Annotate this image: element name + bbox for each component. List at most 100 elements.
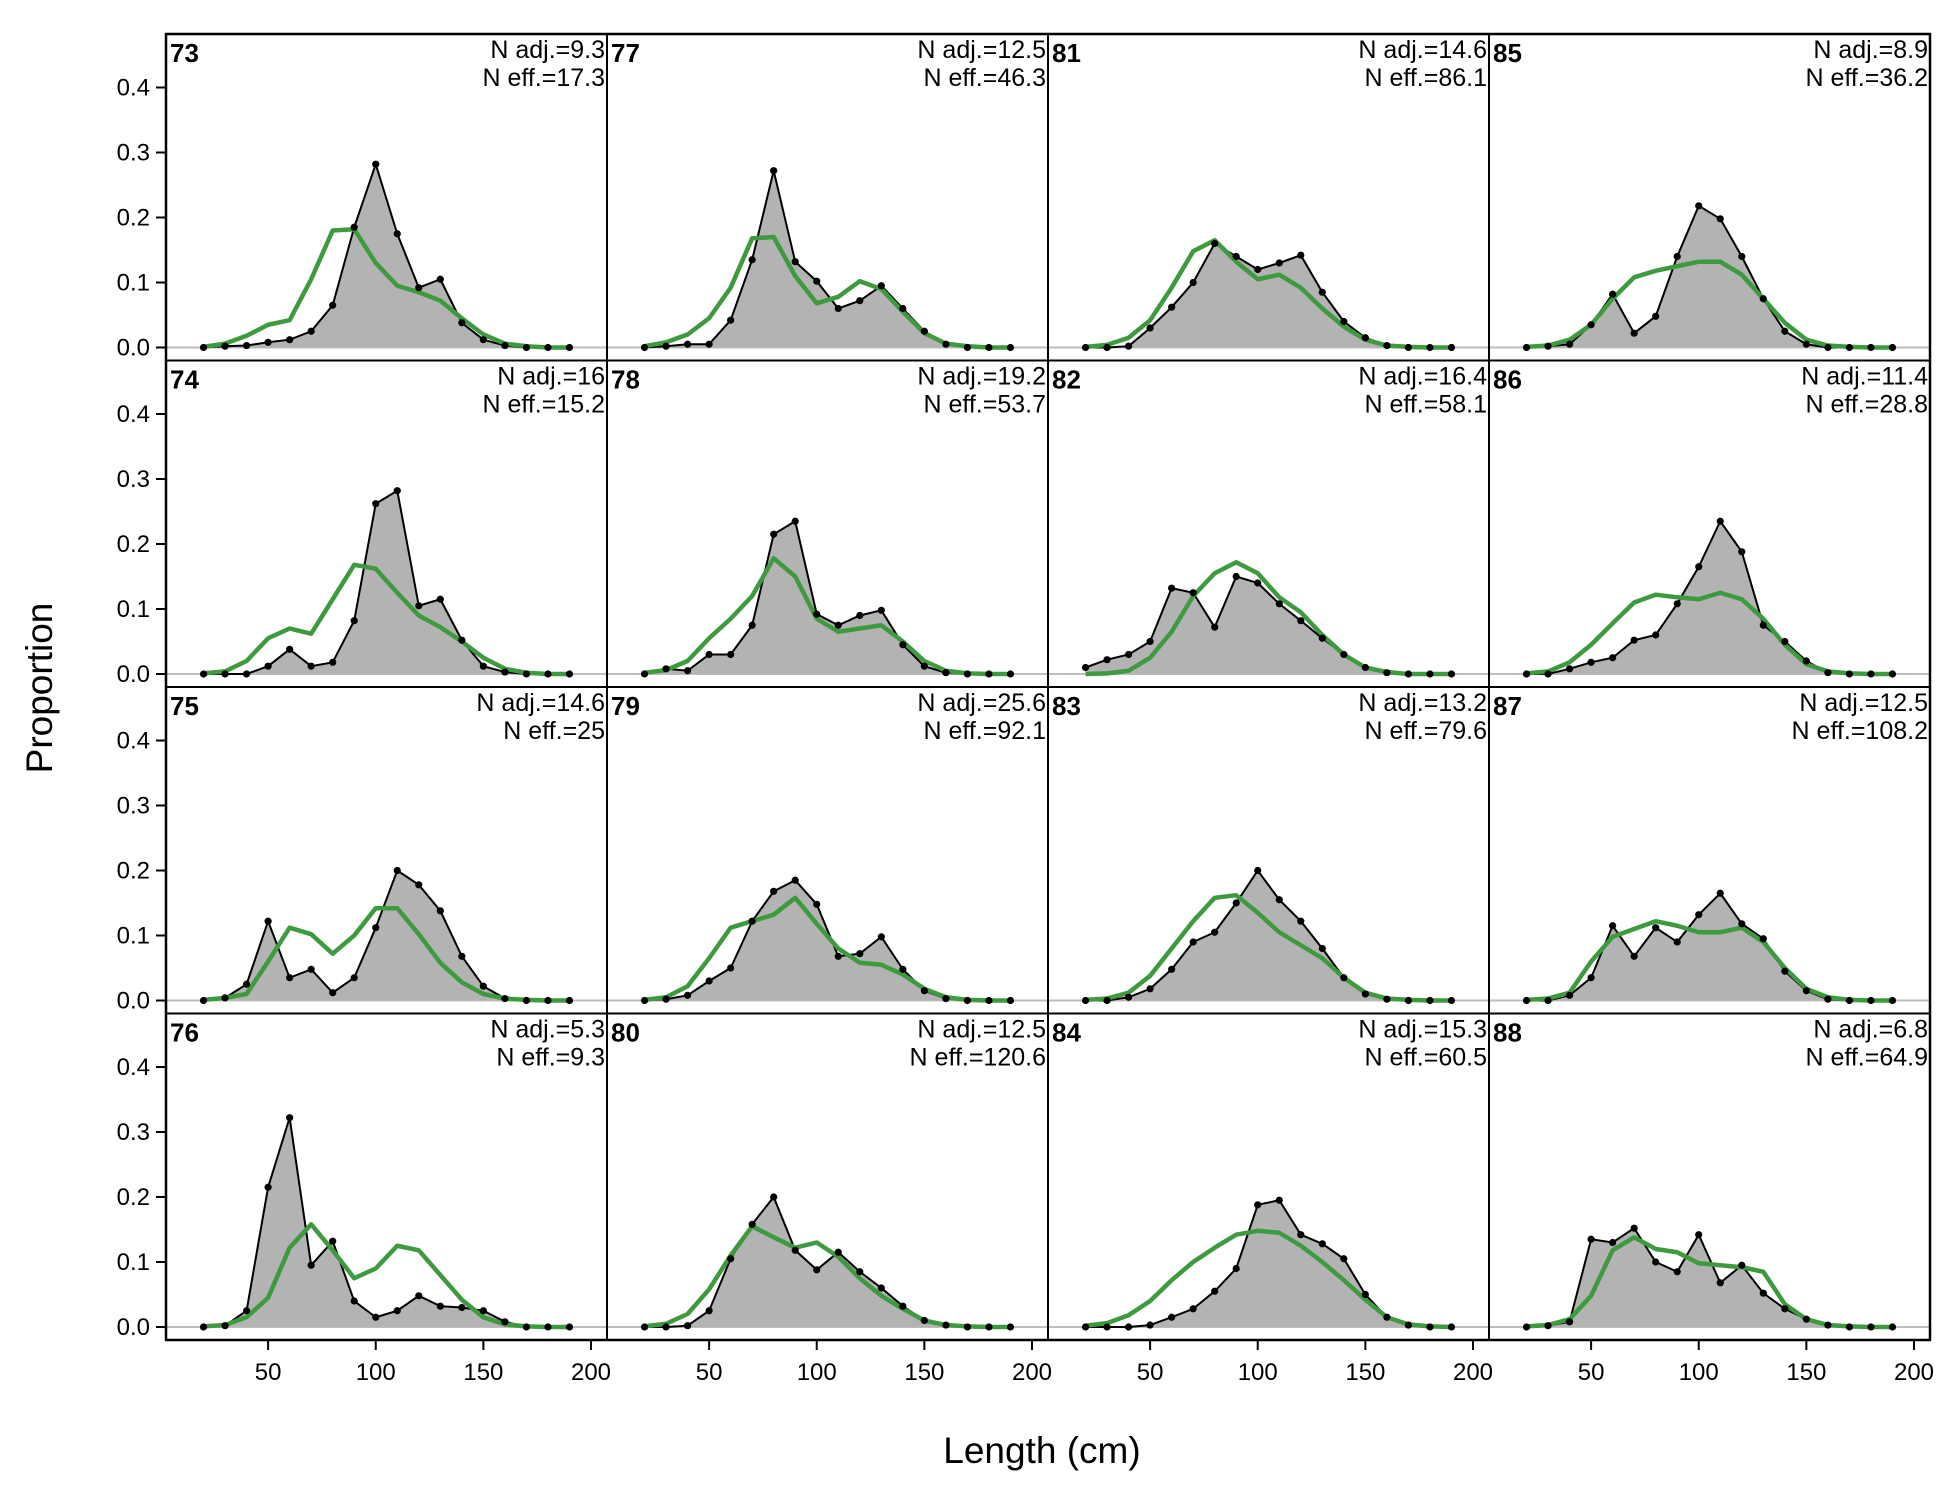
observed-point — [1609, 290, 1617, 298]
n-adj-label: N adj.=19.2 — [917, 363, 1046, 391]
panel-85: 85 N adj.=8.9N eff.=36.2 — [1488, 33, 1931, 362]
x-tick-label: 50 — [696, 1359, 723, 1386]
observed-point — [565, 996, 574, 1005]
observed-point — [1587, 1235, 1595, 1243]
observed-point — [1254, 579, 1262, 587]
expected-line — [644, 556, 1011, 677]
observed-point — [1522, 343, 1531, 352]
observed-point — [1404, 343, 1413, 352]
observed-point — [963, 343, 972, 352]
observed-point — [834, 621, 842, 629]
y-tick-label: 0.4 — [117, 1054, 150, 1081]
x-tick-label: 50 — [1578, 1359, 1605, 1386]
axes-layer: 0.0 0.1 0.2 0.3 0.4 0.0 0.1 0.2 0.3 0.4 0.0 0.1 0.2 0… — [117, 32, 1934, 1386]
observed-point — [770, 1193, 778, 1201]
n-adj-label: N adj.=12.5 — [1799, 689, 1928, 717]
observed-point — [662, 665, 670, 673]
observed-point — [1340, 1255, 1348, 1263]
observed-point — [1888, 1323, 1897, 1331]
x-tick-label: 200 — [571, 1359, 611, 1386]
expected-line — [644, 895, 1011, 1003]
observed-point — [727, 964, 735, 972]
observed-point — [683, 340, 692, 348]
y-tick-label: 0.1 — [117, 596, 150, 623]
panel-83: 83 N adj.=13.2N eff.=79.6 — [1047, 686, 1490, 1015]
panel-label: 74 — [170, 365, 199, 395]
x-tick-label: 50 — [255, 1359, 282, 1386]
observed-area — [1526, 893, 1893, 1001]
observed-point — [899, 965, 907, 973]
observed-point — [1759, 935, 1767, 943]
panel-label: 82 — [1052, 365, 1081, 395]
panels-layer: 73 N adj.=9.3N eff.=17.374 N adj.=16N eff.… — [165, 33, 1931, 1341]
n-adj-label: N adj.=6.8 — [1813, 1016, 1928, 1044]
observed-point — [877, 282, 885, 290]
observed-point — [415, 881, 423, 889]
n-eff-label: N eff.=92.1 — [923, 717, 1046, 745]
observed-point — [727, 650, 735, 659]
x-tick-label: 150 — [1345, 1359, 1385, 1386]
observed-point — [1340, 650, 1348, 659]
x-axis-title: Length (cm) — [943, 1430, 1140, 1471]
observed-point — [1297, 251, 1305, 259]
observed-point — [1426, 996, 1434, 1005]
y-tick-label: 0.3 — [117, 793, 150, 820]
observed-point — [501, 668, 509, 676]
observed-point — [458, 636, 466, 644]
x-tick-label: 100 — [797, 1359, 837, 1386]
observed-point — [1609, 1238, 1617, 1247]
observed-point — [1587, 321, 1595, 329]
n-adj-label: N adj.=14.6 — [476, 689, 605, 717]
observed-point — [748, 917, 756, 925]
observed-point — [1544, 996, 1552, 1005]
x-tick-label: 100 — [1679, 1359, 1719, 1386]
observed-point — [1232, 1264, 1240, 1273]
observed-point — [1275, 259, 1283, 267]
x-tick-label: 150 — [463, 1359, 503, 1386]
observed-point — [393, 487, 401, 495]
observed-point — [1587, 974, 1595, 982]
observed-point — [1404, 996, 1413, 1005]
observed-point — [899, 1302, 907, 1310]
observed-point — [350, 974, 358, 982]
observed-point — [748, 1220, 756, 1228]
x-tick-label: 200 — [1453, 1359, 1493, 1386]
observed-point — [1124, 1323, 1133, 1331]
y-tick-label: 0.2 — [117, 205, 150, 232]
observed-point — [1189, 938, 1197, 946]
panel-75: 75 N adj.=14.6N eff.=25 — [165, 686, 608, 1015]
observed-point — [1232, 572, 1240, 581]
n-adj-label: N adj.=16 — [497, 363, 605, 391]
y-tick-label: 0.1 — [117, 1249, 150, 1276]
observed-point — [393, 1307, 401, 1315]
observed-point — [942, 340, 950, 348]
observed-point — [242, 1307, 251, 1315]
n-eff-label: N eff.=53.7 — [923, 391, 1046, 419]
observed-point — [415, 284, 423, 292]
observed-point — [436, 275, 444, 283]
observed-point — [834, 1248, 842, 1256]
panel-87: 87 N adj.=12.5N eff.=108.2 — [1488, 686, 1931, 1015]
x-tick-label: 150 — [904, 1359, 944, 1386]
expected-line — [203, 1222, 570, 1330]
panel-label: 87 — [1493, 691, 1522, 721]
observed-point — [1254, 866, 1262, 875]
observed-line — [203, 489, 570, 675]
expected-line — [1526, 590, 1893, 677]
observed-point — [942, 1321, 950, 1329]
observed-point — [640, 670, 649, 678]
x-tick-label: 150 — [1786, 1359, 1826, 1386]
observed-point — [1168, 965, 1176, 973]
observed-point — [415, 602, 423, 610]
n-eff-label: N eff.=58.1 — [1364, 391, 1487, 419]
x-tick-label: 200 — [1012, 1359, 1052, 1386]
n-eff-label: N eff.=79.6 — [1364, 717, 1487, 745]
observed-point — [1447, 996, 1456, 1005]
observed-point — [221, 1322, 229, 1330]
observed-point — [640, 996, 649, 1005]
observed-point — [436, 907, 444, 915]
observed-point — [1802, 340, 1810, 348]
observed-point — [1275, 1196, 1283, 1204]
observed-point — [1716, 889, 1724, 897]
